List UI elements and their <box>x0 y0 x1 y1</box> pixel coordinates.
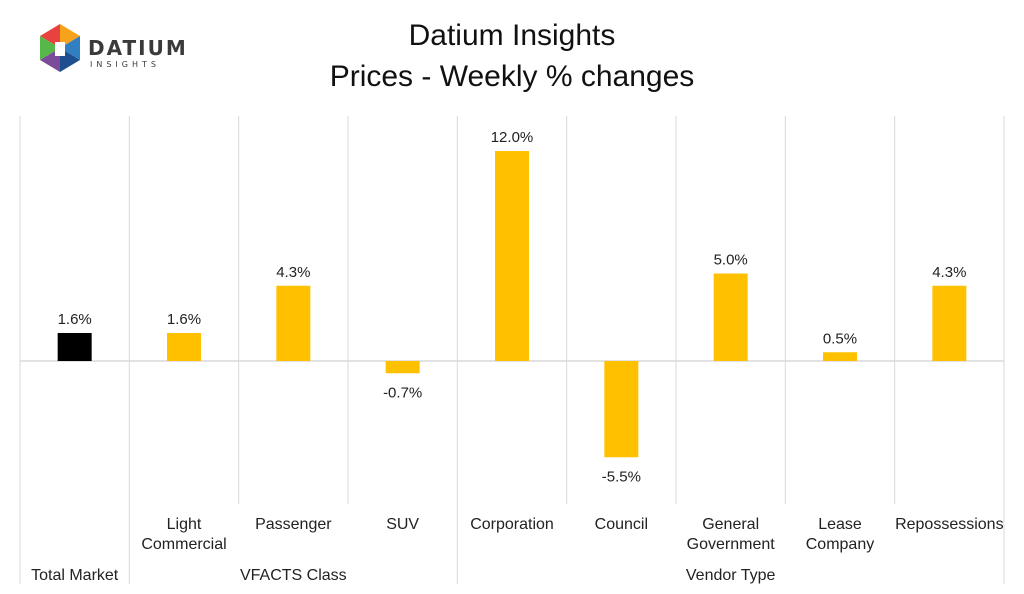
group-label: VFACTS Class <box>240 567 347 584</box>
data-label: 5.0% <box>714 252 748 269</box>
data-label: -5.5% <box>602 468 641 485</box>
chart-subtitle: Prices - Weekly % changes <box>330 60 695 93</box>
category-label: Commercial <box>141 536 226 553</box>
category-labels: Light Commercial Passenger SUV Corporation Co… <box>141 516 1003 553</box>
bar <box>604 361 639 458</box>
group-labels: Total Market VFACTS Class Vendor Type <box>31 567 775 584</box>
logo-word: DATIUM <box>88 36 188 60</box>
category-label: Council <box>595 516 648 533</box>
bar <box>57 333 92 361</box>
data-label: 12.0% <box>491 129 534 146</box>
category-label: Light <box>167 516 202 533</box>
category-label: Repossessions <box>895 516 1004 533</box>
datium-logo: DATIUM INSIGHTS <box>40 24 188 72</box>
data-label: 4.3% <box>276 264 310 281</box>
logo-mark-green <box>40 36 60 60</box>
category-label: Lease <box>818 516 862 533</box>
bar <box>495 151 529 361</box>
logo-mark-center <box>55 42 65 56</box>
bar <box>823 352 857 361</box>
category-label: Company <box>806 536 874 553</box>
data-label: 1.6% <box>167 311 201 328</box>
bar-series <box>57 151 967 458</box>
category-label: General <box>702 516 759 533</box>
group-label: Total Market <box>31 567 119 584</box>
category-label: Corporation <box>470 516 554 533</box>
bar <box>276 285 311 361</box>
data-labels: 1.6% 1.6% 4.3% -0.7% 12.0% -5.5% 5.0% 0.5% 4.3% <box>58 129 967 485</box>
bar <box>932 285 967 361</box>
data-label: 0.5% <box>823 330 857 347</box>
logo-subtext: INSIGHTS <box>90 60 160 69</box>
logo-mark-blue <box>60 36 80 60</box>
data-label: -0.7% <box>383 384 422 401</box>
bar <box>713 273 748 361</box>
group-label: Vendor Type <box>686 567 776 584</box>
data-label: 4.3% <box>932 264 966 281</box>
chart-title: Datium Insights <box>409 19 616 52</box>
data-label: 1.6% <box>58 311 92 328</box>
category-label: Passenger <box>255 516 332 533</box>
category-label: Government <box>687 536 776 553</box>
category-label: SUV <box>386 516 419 533</box>
bar <box>167 333 201 361</box>
bar <box>385 361 420 374</box>
